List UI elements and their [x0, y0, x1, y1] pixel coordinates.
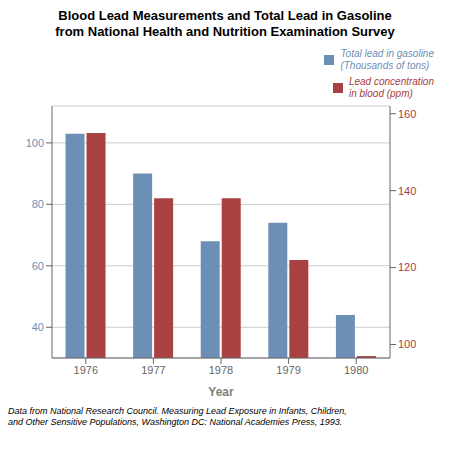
html-text:Lead concentration in blood (p: Lead concentration in blood (ppm): [348, 76, 434, 99]
svg-text:120: 120: [398, 261, 416, 273]
html-text:Data from National Research Co: Data from National Research Council. Mea…: [8, 406, 347, 427]
svg-text:160: 160: [398, 108, 416, 120]
svg-text:80: 80: [32, 198, 44, 210]
svg-text:100: 100: [26, 137, 44, 149]
svg-text:1978: 1978: [209, 364, 233, 376]
svg-text:Year: Year: [208, 385, 234, 399]
svg-text:140: 140: [398, 185, 416, 197]
svg-text:1976: 1976: [74, 364, 98, 376]
html-text:Blood Lead Measurements and To: Blood Lead Measurements and Total Lead i…: [55, 8, 395, 39]
svg-text:1980: 1980: [344, 364, 368, 376]
svg-text:60: 60: [32, 260, 44, 272]
html-text:Total lead in gasoline (Thousa: Total lead in gasoline (Thousands of ton…: [340, 48, 434, 71]
svg-text:1977: 1977: [141, 364, 165, 376]
svg-text:1979: 1979: [276, 364, 300, 376]
svg-text:100: 100: [398, 338, 416, 350]
svg-text:40: 40: [32, 321, 44, 333]
